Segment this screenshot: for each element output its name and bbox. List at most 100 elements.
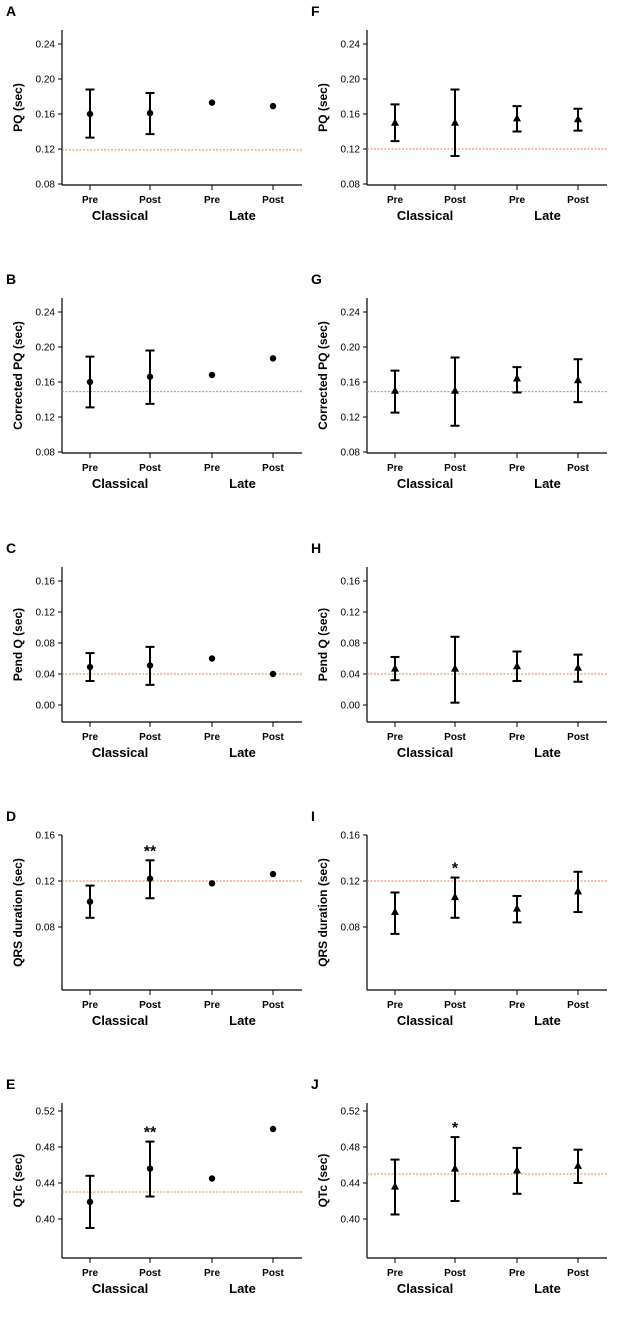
panel-g-y-tick-label: 0.12 bbox=[341, 413, 361, 424]
panel-h-y-tick-label: 0.00 bbox=[341, 701, 361, 712]
panel-d-y-tick-label: 0.08 bbox=[36, 923, 56, 934]
panel-e-data-point bbox=[86, 1198, 94, 1206]
panel-c-y-axis-label: Pend Q (sec) bbox=[11, 608, 25, 681]
panel-h-data-point bbox=[391, 664, 399, 672]
panel-g-chart: G Corrected PQ (sec) 0.08 0.12 0.16 0.20 0.24 P… bbox=[311, 271, 607, 491]
panel-a-x-tick-label: Post bbox=[262, 195, 284, 206]
panel-f-x-tick-label: Post bbox=[567, 195, 589, 206]
panel-e-y-tick-label: 0.52 bbox=[36, 1107, 56, 1118]
panel-i-group-label-late: Late bbox=[534, 1013, 561, 1028]
panel-d-x-tick-label: Pre bbox=[204, 1000, 221, 1011]
panel-c-y-tick-label: 0.12 bbox=[36, 608, 56, 619]
panel-i-data-point bbox=[391, 907, 399, 916]
panel-i-significance-marker: * bbox=[452, 861, 459, 878]
panel-g-y-axis-label: Corrected PQ (sec) bbox=[316, 321, 330, 430]
panel-j-x-tick-label: Post bbox=[567, 1268, 589, 1279]
panel-j-x-tick-label: Post bbox=[444, 1268, 466, 1279]
panel-c-y-tick-label: 0.16 bbox=[36, 577, 56, 588]
panel-b-data-point bbox=[269, 355, 277, 362]
panel-b-x-tick-label: Post bbox=[262, 463, 284, 474]
panel-f-chart: F PQ (sec) 0.08 0.12 0.16 0.20 0.24 Pre Post Pre P… bbox=[311, 3, 607, 223]
panel-i-x-tick-label: Pre bbox=[509, 1000, 526, 1011]
panel-j-letter: J bbox=[311, 1076, 319, 1092]
panel-b-data-point bbox=[86, 378, 94, 386]
panel-e-data-point bbox=[146, 1165, 154, 1172]
panel-g-data-point bbox=[451, 386, 459, 394]
panel-c-y-tick-label: 0.04 bbox=[36, 670, 56, 681]
panel-a-data-point bbox=[269, 102, 277, 110]
panel-e-x-tick-label: Post bbox=[139, 1268, 161, 1279]
panel-i-y-tick-label: 0.12 bbox=[341, 877, 361, 888]
panel-e-group-label-classical: Classical bbox=[92, 1281, 148, 1296]
panel-b-y-tick-label: 0.20 bbox=[36, 343, 56, 354]
panel-b-y-tick-label: 0.24 bbox=[36, 308, 56, 319]
panel-f-x-tick-label: Pre bbox=[509, 195, 526, 206]
panel-h-letter: H bbox=[311, 540, 321, 556]
panel-b-chart: B Corrected PQ (sec) 0.08 0.12 0.16 0.20 0.24 P… bbox=[6, 271, 302, 491]
panel-e-y-tick-label: 0.48 bbox=[36, 1143, 56, 1154]
panel-g-group-label-late: Late bbox=[534, 476, 561, 491]
panel-f-data-point bbox=[391, 118, 399, 126]
panel-f-data-point bbox=[574, 114, 582, 123]
panel-c-x-tick-label: Pre bbox=[204, 732, 221, 743]
panel-f-letter: F bbox=[311, 3, 320, 19]
panel-d-data-point bbox=[146, 875, 154, 882]
panel-j-chart: J QTc (sec) 0.40 0.44 0.48 0.52 Pre Post Pre Post… bbox=[311, 1076, 607, 1296]
panel-h-x-tick-label: Pre bbox=[387, 732, 404, 743]
panel-h-data-point bbox=[574, 663, 582, 671]
panel-j-data-point bbox=[513, 1165, 521, 1174]
panel-a-data-point bbox=[86, 110, 94, 118]
panel-a-y-tick-label: 0.12 bbox=[36, 145, 56, 156]
panel-i-data-point bbox=[513, 904, 521, 912]
panel-a-y-tick-label: 0.20 bbox=[36, 75, 56, 86]
panel-h-group-label-late: Late bbox=[534, 745, 561, 760]
panel-a-letter: A bbox=[6, 3, 16, 19]
panel-b-y-tick-label: 0.16 bbox=[36, 378, 56, 389]
panel-j-group-label-late: Late bbox=[534, 1281, 561, 1296]
panel-i-data-point bbox=[574, 886, 582, 895]
panel-b-y-tick-label: 0.12 bbox=[36, 413, 56, 424]
panel-c-x-tick-label: Pre bbox=[82, 732, 99, 743]
panel-j-data-point bbox=[391, 1182, 399, 1190]
panel-c-y-tick-label: 0.00 bbox=[36, 701, 56, 712]
panel-i-x-tick-label: Post bbox=[567, 1000, 589, 1011]
panel-e-letter: E bbox=[6, 1076, 15, 1092]
panel-h-y-tick-label: 0.12 bbox=[341, 608, 361, 619]
panel-g-y-tick-label: 0.20 bbox=[341, 343, 361, 354]
panel-h-chart: H Pend Q (sec) 0.00 0.04 0.08 0.12 0.16 Pre Post… bbox=[311, 540, 607, 760]
panel-i-x-tick-label: Pre bbox=[387, 1000, 404, 1011]
panel-h-x-tick-label: Pre bbox=[509, 732, 526, 743]
panel-i-group-label-classical: Classical bbox=[397, 1013, 453, 1028]
panel-e-significance-marker: ** bbox=[144, 1125, 157, 1142]
panel-d-y-tick-label: 0.12 bbox=[36, 877, 56, 888]
panel-d-data-point bbox=[208, 880, 216, 887]
panel-e-y-tick-label: 0.40 bbox=[36, 1215, 56, 1226]
panel-c-y-tick-label: 0.08 bbox=[36, 639, 56, 650]
panel-c-chart: C Pend Q (sec) 0.00 0.04 0.08 0.12 0.16 Pre Post… bbox=[6, 540, 302, 760]
panel-e-data-point bbox=[208, 1175, 216, 1182]
panel-e-data-point bbox=[269, 1125, 277, 1133]
panel-i-y-tick-label: 0.08 bbox=[341, 923, 361, 934]
panel-d-letter: D bbox=[6, 808, 16, 824]
panel-f-y-tick-label: 0.12 bbox=[341, 145, 361, 156]
panel-h-data-point bbox=[513, 661, 521, 670]
panel-e-x-tick-label: Pre bbox=[82, 1268, 99, 1279]
panel-a-data-point bbox=[146, 109, 154, 117]
panel-h-data-point bbox=[451, 664, 459, 672]
panel-j-significance-marker: * bbox=[452, 1120, 459, 1137]
panel-a-y-tick-label: 0.16 bbox=[36, 110, 56, 121]
panel-d-chart: D QRS duration (sec) 0.08 0.12 0.16 Pre Post Pr… bbox=[6, 808, 302, 1028]
panel-g-data-point bbox=[574, 375, 582, 384]
panel-g-y-tick-label: 0.24 bbox=[341, 308, 361, 319]
panel-e-y-axis-label: QTc (sec) bbox=[11, 1154, 25, 1208]
panel-j-y-tick-label: 0.48 bbox=[341, 1143, 361, 1154]
panel-c-data-point bbox=[146, 662, 154, 669]
panel-f-data-point bbox=[513, 113, 521, 122]
panel-e-x-tick-label: Post bbox=[262, 1268, 284, 1279]
panel-h-x-tick-label: Post bbox=[444, 732, 466, 743]
panel-g-data-point bbox=[513, 374, 521, 382]
panel-a-x-tick-label: Post bbox=[139, 195, 161, 206]
panel-c-data-point bbox=[269, 670, 277, 678]
panel-a-x-tick-label: Pre bbox=[204, 195, 221, 206]
